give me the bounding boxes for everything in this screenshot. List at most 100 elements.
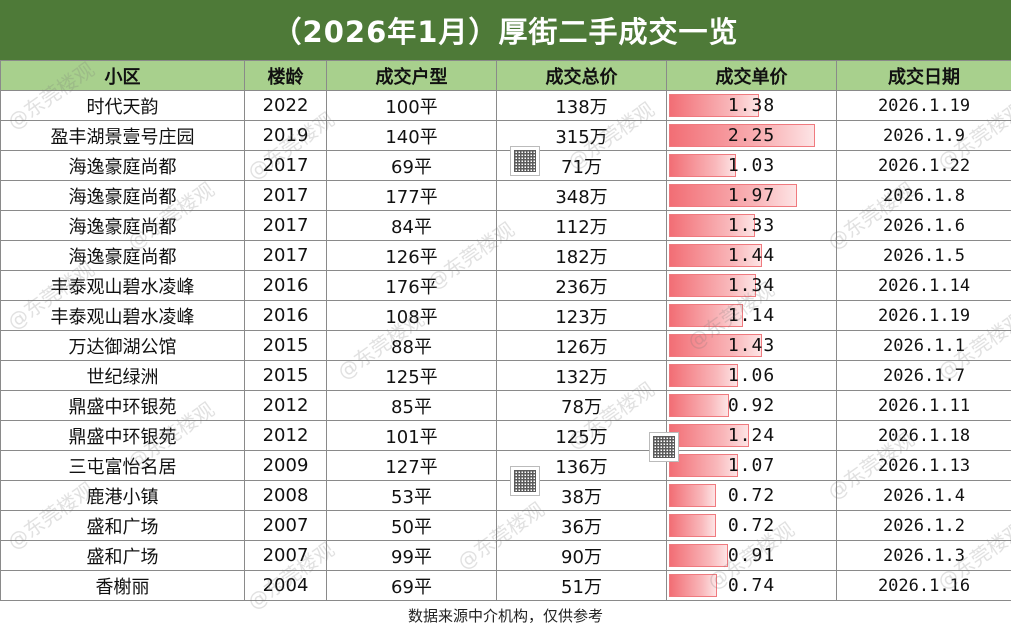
building-year-cell: 2017 [244, 150, 327, 181]
total-price-cell: 126万 [496, 330, 667, 361]
unit-price-cell: 1.38 [666, 90, 837, 121]
unit-price-value: 0.72 [727, 485, 776, 506]
building-year-cell: 2015 [244, 360, 327, 391]
deal-date-value: 2026.1.1 [883, 336, 965, 356]
building-year-cell: 2017 [244, 210, 327, 241]
building-year-cell: 2015 [244, 330, 327, 361]
unit-size-cell: 88平 [326, 330, 497, 361]
deal-date-cell: 2026.1.6 [836, 210, 1011, 241]
table-row: 海逸豪庭尚都 2017 84平 112万 1.33 2026.1.6 [0, 210, 1011, 241]
header-total-price: 成交总价 [496, 60, 667, 91]
unit-price-value: 1.97 [727, 185, 776, 206]
deal-date-cell: 2026.1.18 [836, 420, 1011, 451]
table-row: 三屯富怡名居 2009 127平 136万 1.07 2026.1.13 [0, 450, 1011, 481]
unit-price-cell: 1.34 [666, 270, 837, 301]
deal-date-cell: 2026.1.8 [836, 180, 1011, 211]
unit-size-cell: 100平 [326, 90, 497, 121]
community-cell: 世纪绿洲 [0, 360, 245, 391]
unit-price-data-bar [669, 484, 716, 507]
header-deal-date: 成交日期 [836, 60, 1011, 91]
unit-size-cell: 101平 [326, 420, 497, 451]
unit-size-cell: 69平 [326, 150, 497, 181]
community-cell: 丰泰观山碧水凌峰 [0, 300, 245, 331]
unit-price-data-bar [669, 304, 743, 327]
total-price-cell: 125万 [496, 420, 667, 451]
table-row: 丰泰观山碧水凌峰 2016 176平 236万 1.34 2026.1.14 [0, 270, 1011, 301]
header-unit-price: 成交单价 [666, 60, 837, 91]
unit-price-value: 1.34 [727, 275, 776, 296]
unit-price-value: 1.44 [727, 245, 776, 266]
table-row: 鼎盛中环银苑 2012 85平 78万 0.92 2026.1.11 [0, 390, 1011, 421]
deal-date-cell: 2026.1.16 [836, 570, 1011, 601]
community-cell: 盈丰湖景壹号庄园 [0, 120, 245, 151]
unit-size-cell: 69平 [326, 570, 497, 601]
unit-price-value: 1.07 [727, 455, 776, 476]
qr-code-icon [510, 466, 540, 496]
transactions-table: 小区 楼龄 成交户型 成交总价 成交单价 成交日期 时代天韵 2022 100平 13… [0, 60, 1011, 601]
deal-date-value: 2026.1.5 [883, 246, 965, 266]
total-price-cell: 51万 [496, 570, 667, 601]
building-year-cell: 2017 [244, 180, 327, 211]
unit-price-data-bar [669, 124, 816, 147]
unit-price-value: 0.92 [727, 395, 776, 416]
total-price-cell: 182万 [496, 240, 667, 271]
unit-price-cell: 0.92 [666, 390, 837, 421]
header-unit-size: 成交户型 [326, 60, 497, 91]
unit-price-data-bar [669, 184, 797, 207]
deal-date-value: 2026.1.19 [877, 306, 971, 326]
unit-price-value: 2.25 [727, 125, 776, 146]
deal-date-cell: 2026.1.3 [836, 540, 1011, 571]
unit-price-data-bar [669, 514, 716, 537]
deal-date-value: 2026.1.2 [883, 516, 965, 536]
deal-date-cell: 2026.1.1 [836, 330, 1011, 361]
unit-size-cell: 125平 [326, 360, 497, 391]
building-year-cell: 2012 [244, 420, 327, 451]
community-cell: 海逸豪庭尚都 [0, 180, 245, 211]
unit-price-value: 0.72 [727, 515, 776, 536]
unit-price-data-bar [669, 334, 762, 357]
unit-size-cell: 177平 [326, 180, 497, 211]
deal-date-value: 2026.1.18 [877, 426, 971, 446]
table-row: 万达御湖公馆 2015 88平 126万 1.43 2026.1.1 [0, 330, 1011, 361]
table-row: 世纪绿洲 2015 125平 132万 1.06 2026.1.7 [0, 360, 1011, 391]
unit-price-cell: 0.72 [666, 510, 837, 541]
building-year-cell: 2007 [244, 540, 327, 571]
unit-price-data-bar [669, 214, 756, 237]
data-source-note: 数据来源中介机构，仅供参考 [407, 607, 603, 625]
unit-price-cell: 1.97 [666, 180, 837, 211]
total-price-cell: 348万 [496, 180, 667, 211]
unit-size-cell: 50平 [326, 510, 497, 541]
deal-date-value: 2026.1.19 [877, 96, 971, 116]
deal-date-value: 2026.1.11 [877, 396, 971, 416]
table-row: 盈丰湖景壹号庄园 2019 140平 315万 2.25 2026.1.9 [0, 120, 1011, 151]
deal-date-cell: 2026.1.9 [836, 120, 1011, 151]
unit-price-cell: 1.07 [666, 450, 837, 481]
deal-date-cell: 2026.1.2 [836, 510, 1011, 541]
community-cell: 盛和广场 [0, 510, 245, 541]
unit-price-cell: 1.24 [666, 420, 837, 451]
table-row: 鹿港小镇 2008 53平 38万 0.72 2026.1.4 [0, 480, 1011, 511]
community-cell: 盛和广场 [0, 540, 245, 571]
total-price-cell: 132万 [496, 360, 667, 391]
unit-size-cell: 53平 [326, 480, 497, 511]
unit-price-data-bar [669, 244, 763, 267]
unit-price-cell: 1.03 [666, 150, 837, 181]
building-year-cell: 2004 [244, 570, 327, 601]
deal-date-value: 2026.1.14 [877, 276, 971, 296]
table-row: 丰泰观山碧水凌峰 2016 108平 123万 1.14 2026.1.19 [0, 300, 1011, 331]
unit-price-cell: 1.33 [666, 210, 837, 241]
table-row: 时代天韵 2022 100平 138万 1.38 2026.1.19 [0, 90, 1011, 121]
deal-date-value: 2026.1.6 [883, 216, 965, 236]
unit-price-cell: 1.43 [666, 330, 837, 361]
unit-price-value: 1.03 [727, 155, 776, 176]
unit-size-cell: 108平 [326, 300, 497, 331]
total-price-cell: 78万 [496, 390, 667, 421]
unit-price-data-bar [669, 394, 729, 417]
unit-price-value: 0.91 [727, 545, 776, 566]
community-cell: 香榭丽 [0, 570, 245, 601]
community-cell: 鼎盛中环银苑 [0, 420, 245, 451]
deal-date-cell: 2026.1.4 [836, 480, 1011, 511]
community-cell: 海逸豪庭尚都 [0, 150, 245, 181]
unit-price-value: 1.06 [727, 365, 776, 386]
building-year-cell: 2009 [244, 450, 327, 481]
